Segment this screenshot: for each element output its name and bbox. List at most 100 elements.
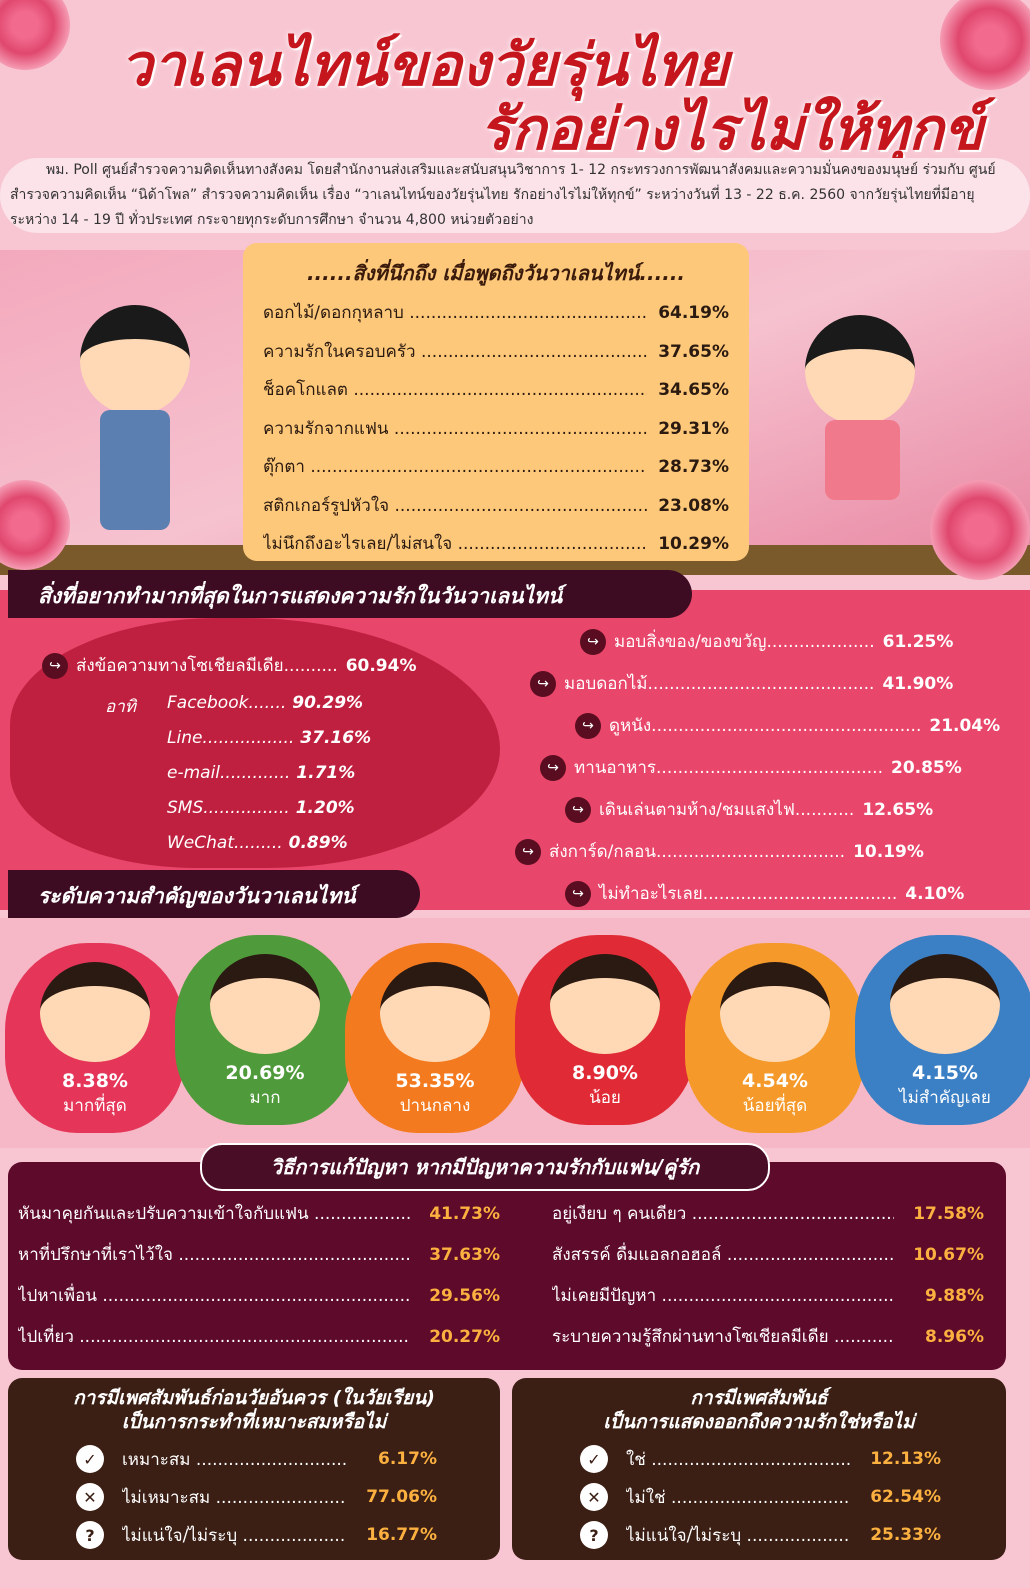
face-illustration — [550, 954, 660, 1054]
answer-label: ใช่ — [626, 1446, 851, 1473]
think-value: 23.08% — [658, 495, 729, 516]
level-label: ไม่สำคัญเลย — [899, 1088, 991, 1108]
express-label: ทานอาหาร................................… — [574, 758, 883, 778]
think-label: ตุ๊กตา — [263, 453, 647, 480]
think-value: 64.19% — [658, 303, 729, 323]
question-icon: ? — [76, 1521, 104, 1549]
face-illustration — [720, 962, 830, 1062]
platform-label: Line................. — [167, 728, 295, 748]
main-subtitle: รักอย่างไรไม่ให้ทุกข์ — [480, 95, 984, 163]
express-item: ↪ มอบดอกไม้..............................… — [530, 670, 953, 697]
answer-value: 77.06% — [366, 1487, 437, 1507]
answer-item: ✕ ไม่ใช่ 62.54% — [580, 1478, 988, 1516]
express-label: ดูหนัง..................................… — [609, 716, 922, 736]
solve-item: ไปหาเพื่อน 29.56% — [18, 1282, 500, 1323]
solve-item: ไม่เคยมีปัญหา 9.88% — [552, 1282, 984, 1323]
platform-label: WeChat......... — [167, 833, 283, 853]
intro-text: พม. Poll ศูนย์สำรวจความคิดเห็นทางสังคม โ… — [0, 158, 1030, 233]
boy-illustration — [80, 305, 190, 415]
think-of-box: ......สิ่งที่นึกถึง เมื่อพูดถึงวันวาเลนไ… — [243, 243, 749, 561]
platform-value: 37.16% — [300, 728, 372, 748]
answer-item: ? ไม่แน่ใจ/ไม่ระบุ 25.33% — [580, 1516, 988, 1554]
premature-sex-box: การมีเพศสัมพันธ์ก่อนวัยอันควร (ในวัยเรีย… — [8, 1378, 500, 1560]
express-item: ↪ ทานอาหาร...............................… — [540, 754, 962, 781]
girl-illustration — [805, 315, 915, 425]
think-value: 10.29% — [658, 534, 729, 554]
think-item: สติกเกอร์รูปหัวใจ 23.08% — [263, 492, 729, 531]
face-illustration — [890, 954, 1000, 1054]
arrow-icon: ↪ — [540, 754, 566, 781]
answer-item: ✓ เหมาะสม 6.17% — [76, 1440, 482, 1478]
think-label: ดอกไม้/ดอกกุหลาบ — [263, 299, 647, 326]
answer-value: 62.54% — [870, 1487, 941, 1507]
social-blob — [10, 618, 500, 868]
level-value: 4.15% — [912, 1062, 978, 1084]
think-label: ช็อคโกแลต — [263, 376, 647, 403]
solve-label: อยู่เงียบ ๆ คนเดียว — [552, 1200, 894, 1227]
cross-icon: ✕ — [76, 1483, 104, 1511]
level-label: ปานกลาง — [399, 1096, 471, 1116]
answer-label: ไม่แน่ใจ/ไม่ระบุ — [122, 1522, 347, 1549]
girl-body — [825, 420, 900, 500]
boy-body — [100, 410, 170, 530]
express-label: มอบสิ่งของ/ของขวัญ.................... — [614, 632, 875, 652]
social-prefix: อาทิ — [105, 697, 136, 717]
think-value: 29.31% — [658, 418, 729, 439]
express-item: ↪ ไม่ทำอะไรเลย...........................… — [565, 880, 964, 907]
solve-label: ไม่เคยมีปัญหา — [552, 1282, 894, 1309]
think-value: 37.65% — [658, 341, 729, 362]
express-label: ไม่ทำอะไรเลย............................… — [599, 884, 898, 904]
express-value: 61.25% — [882, 631, 954, 652]
social-platform-item: SMS................ 1.20% — [167, 798, 371, 833]
importance-level: 53.35% ปานกลาง — [345, 943, 525, 1133]
social-media-item: ↪ ส่งข้อความทางโซเชียลมีเดีย.......... 6… — [42, 652, 417, 679]
level-label: น้อยที่สุด — [742, 1096, 808, 1116]
solve-item: ระบายความรู้สึกผ่านทางโซเชียลมีเดีย 8.96% — [552, 1323, 984, 1364]
platform-value: 0.89% — [288, 833, 348, 853]
answer-item: ✓ ใช่ 12.13% — [580, 1440, 988, 1478]
check-icon: ✓ — [580, 1445, 608, 1473]
importance-level: 20.69% มาก — [175, 935, 355, 1125]
solve-value: 41.73% — [429, 1204, 500, 1224]
think-label: ความรักในครอบครัว — [263, 338, 647, 365]
platform-label: e-mail............. — [167, 763, 291, 783]
platform-label: SMS................ — [167, 798, 290, 818]
solve-label: สังสรรค์ ดื่มแอลกอฮอล์ — [552, 1241, 894, 1268]
solve-item: ไปเที่ยว 20.27% — [18, 1323, 500, 1364]
platform-value: 1.20% — [295, 798, 355, 818]
rose-decoration — [0, 480, 70, 570]
express-item: ↪ เดินเล่นตามห้าง/ชมแสงไฟ........... 12.65… — [565, 796, 933, 823]
answer-value: 12.13% — [870, 1449, 941, 1469]
level-value: 53.35% — [395, 1070, 475, 1092]
level-value: 8.90% — [572, 1062, 638, 1084]
think-label: สติกเกอร์รูปหัวใจ — [263, 492, 647, 519]
rose-decoration — [930, 480, 1030, 580]
importance-level: 4.15% ไม่สำคัญเลย — [855, 935, 1030, 1125]
express-value: 20.85% — [890, 757, 962, 778]
solve-item: สังสรรค์ ดื่มแอลกอฮอล์ 10.67% — [552, 1241, 984, 1282]
answer-label: เหมาะสม — [122, 1446, 347, 1473]
solve-item: หันมาคุยกันและปรับความเข้าใจกับแฟน 41.73% — [18, 1200, 500, 1241]
solve-label: ไปหาเพื่อน — [18, 1282, 410, 1309]
level-label: มาก — [249, 1088, 281, 1108]
think-value: 28.73% — [658, 457, 729, 477]
importance-level: 8.38% มากที่สุด — [5, 943, 185, 1133]
answer-item: ✕ ไม่เหมาะสม 77.06% — [76, 1478, 482, 1516]
solve-label: ไปเที่ยว — [18, 1323, 410, 1350]
rose-decoration — [940, 0, 1030, 90]
express-label: ส่งการ์ด/กลอน...........................… — [549, 842, 846, 862]
platform-value: 90.29% — [292, 693, 364, 713]
social-platform-item: WeChat......... 0.89% — [167, 833, 371, 868]
think-label: ไม่นึกถึงอะไรเลย/ไม่สนใจ — [263, 530, 647, 557]
level-value: 20.69% — [225, 1062, 305, 1084]
arrow-icon: ↪ — [530, 670, 556, 697]
answer-label: ไม่เหมาะสม — [122, 1484, 347, 1511]
main-title: วาเลนไทน์ของวัยรุ่นไทย — [120, 31, 729, 99]
think-label: ความรักจากแฟน — [263, 415, 647, 442]
importance-level: 8.90% น้อย — [515, 935, 695, 1125]
face-illustration — [40, 962, 150, 1062]
answer-label: ไม่แน่ใจ/ไม่ระบุ — [626, 1522, 851, 1549]
solve-value: 10.67% — [913, 1245, 984, 1265]
answer-value: 16.77% — [366, 1525, 437, 1545]
arrow-icon: ↪ — [42, 652, 68, 679]
